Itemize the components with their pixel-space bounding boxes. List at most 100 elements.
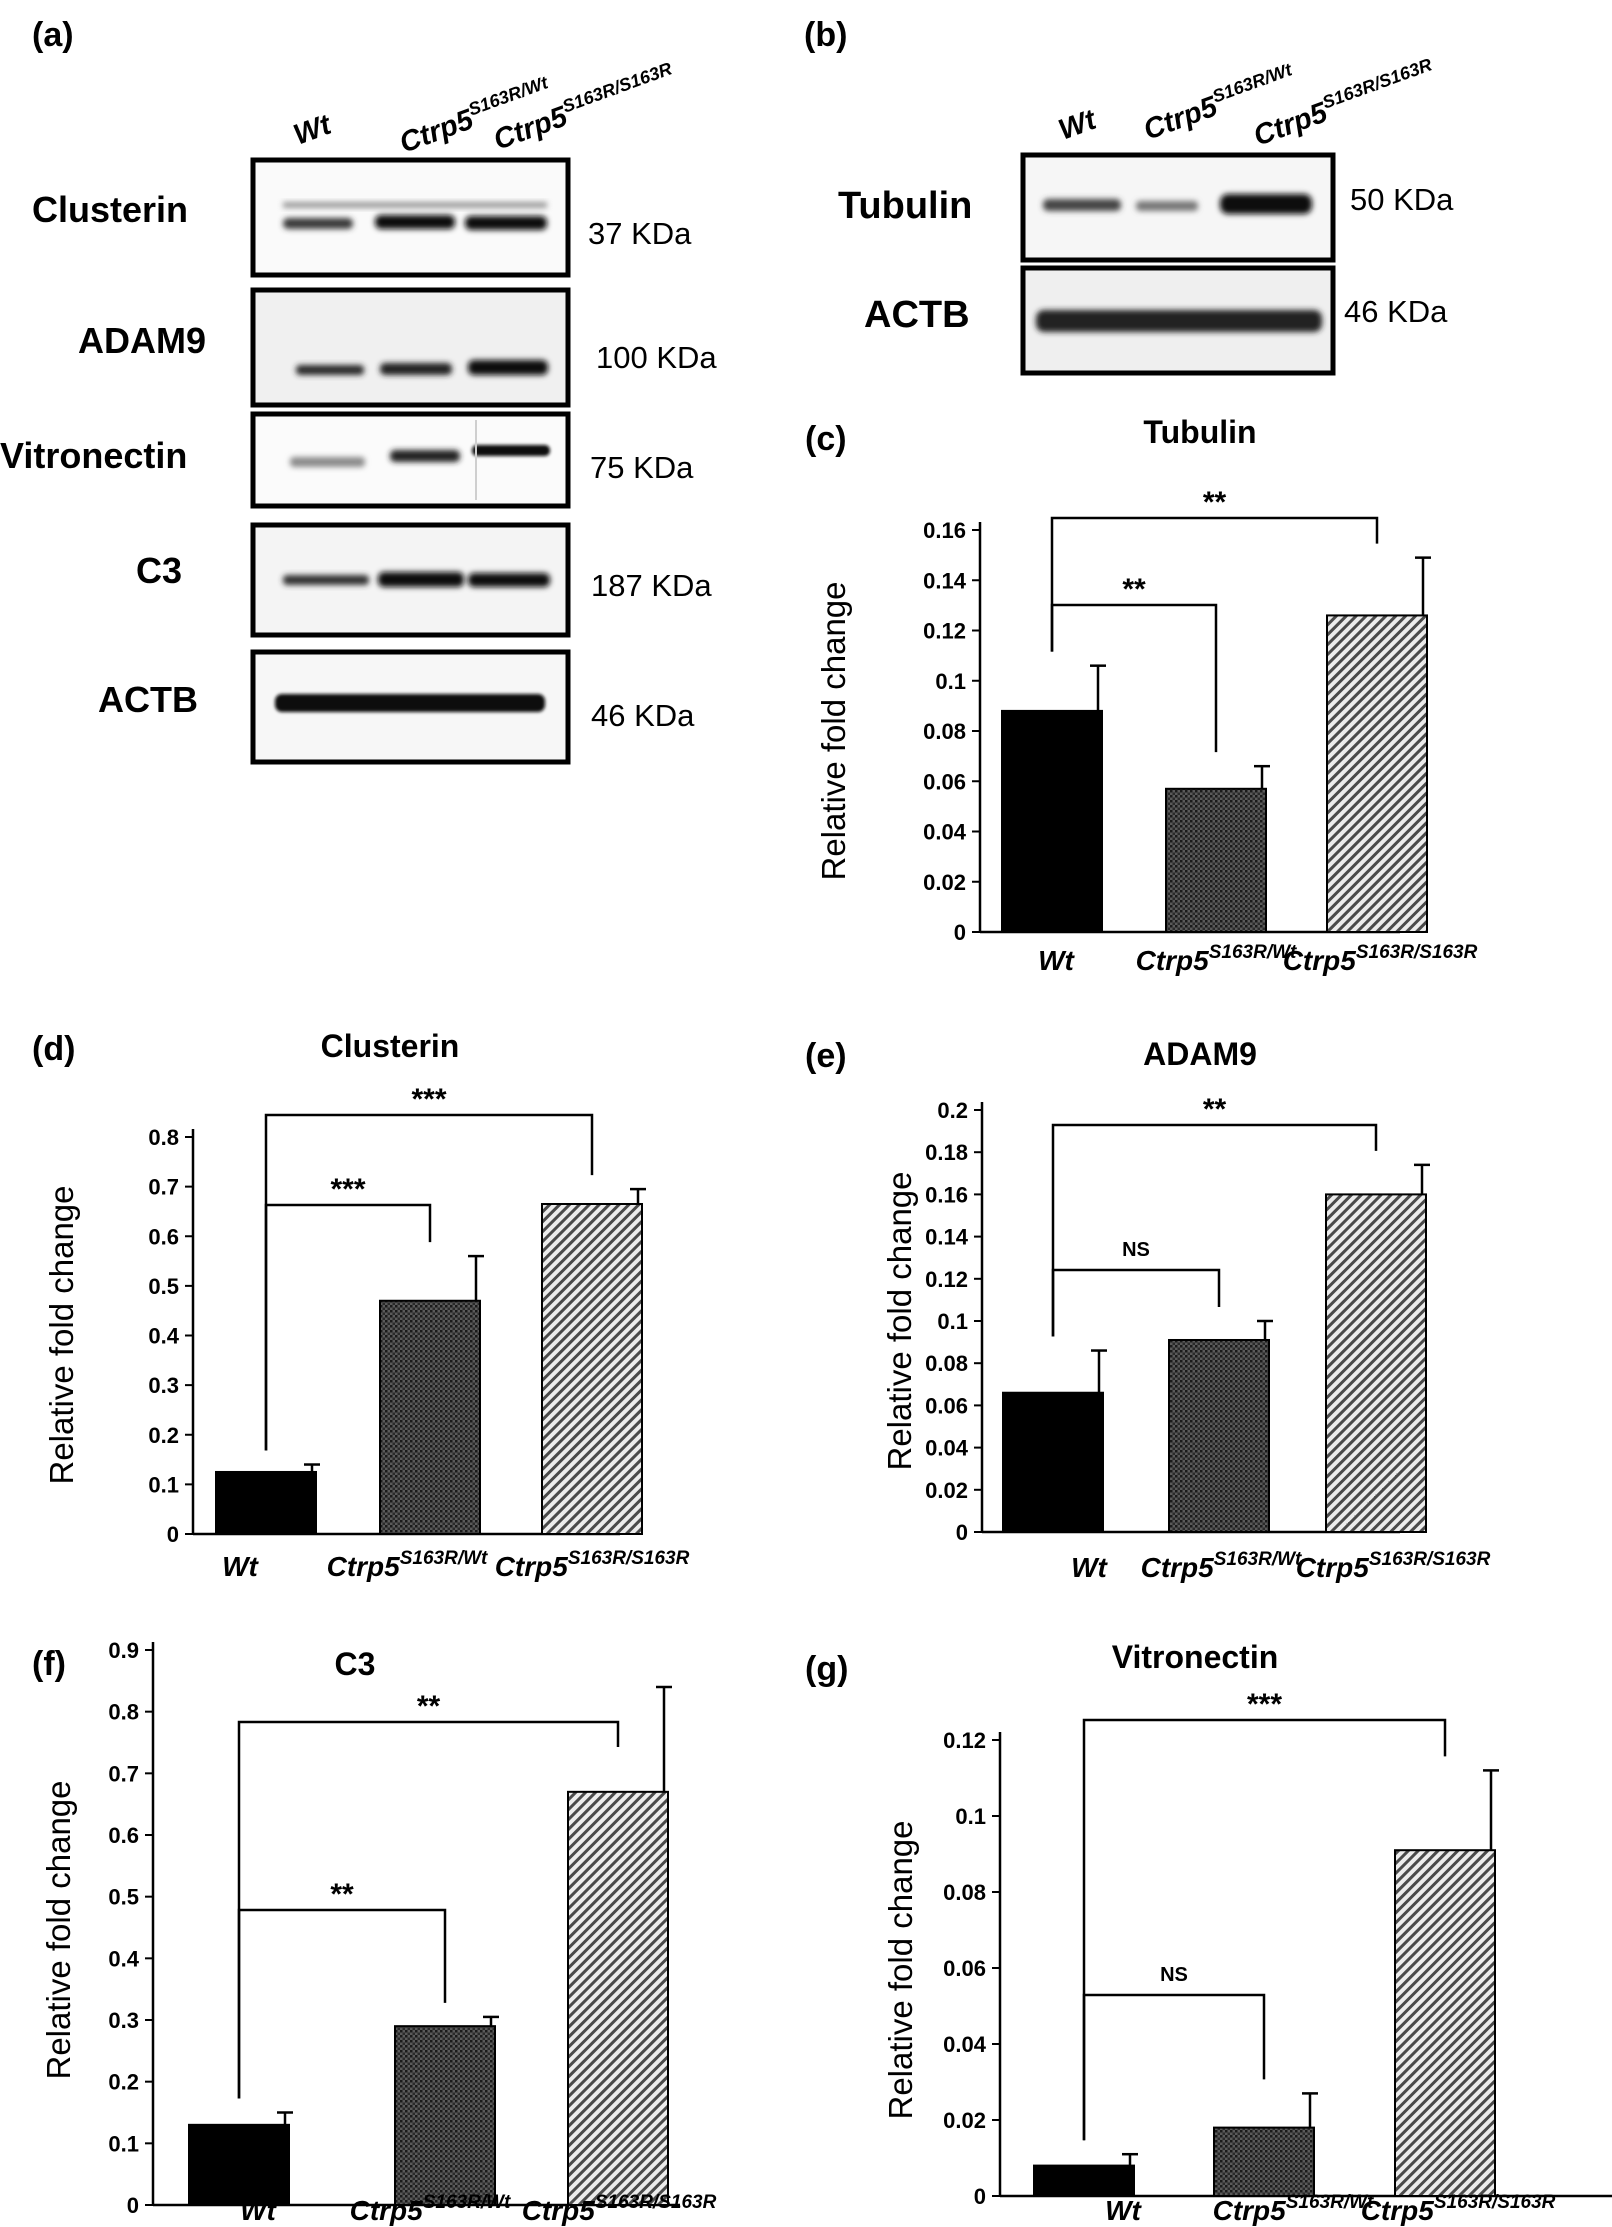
x-tick-label: Wt bbox=[222, 1551, 259, 1582]
bar bbox=[1002, 1391, 1104, 1533]
band-c3-wt bbox=[283, 575, 369, 585]
y-tick-label: 0.3 bbox=[108, 2008, 139, 2033]
y-tick-label: 0.1 bbox=[108, 2131, 139, 2156]
chart-tubulin: (c) Tubulin 0 0.02 0.04 0.06 0.08 0.1 0.12 0.14 0.… bbox=[805, 414, 1478, 976]
chart-vitronectin: (g) Vitronectin 0 0.02 0.04 0.06 0.08 0.1 0.12 Re… bbox=[805, 1639, 1612, 2226]
chart-clusterin: (d) Clusterin 0 0.1 0.2 0.3 0.4 0.5 0.6 0.7 0.8 Rel… bbox=[32, 1028, 690, 1582]
panel-label: (f) bbox=[32, 1645, 66, 1683]
panel-label: (e) bbox=[805, 1037, 847, 1075]
significance-bracket bbox=[1051, 1123, 1378, 1337]
protein-label-c3: C3 bbox=[136, 550, 182, 591]
kda-label-clusterin: 37 KDa bbox=[588, 216, 692, 251]
y-tick-label: 0.1 bbox=[937, 1309, 968, 1334]
kda-label-c3: 187 KDa bbox=[591, 568, 712, 603]
band-actb-b bbox=[1036, 310, 1322, 332]
bar bbox=[188, 2123, 290, 2206]
band-clusterin-het bbox=[375, 215, 455, 229]
x-tick-label: Ctrp5S163R/Wt bbox=[1141, 1549, 1302, 1583]
band-adam9-het bbox=[380, 363, 452, 375]
significance-label: ** bbox=[330, 1878, 354, 1911]
protein-label-vitronectin: Vitronectin bbox=[0, 435, 187, 476]
bar bbox=[394, 2025, 496, 2206]
chart-title: Clusterin bbox=[321, 1028, 460, 1064]
band-tubulin-het bbox=[1136, 201, 1198, 211]
y-tick-label: 0.3 bbox=[148, 1373, 179, 1398]
y-tick-label: 0.06 bbox=[923, 769, 966, 794]
blot-row-adam9 bbox=[250, 287, 571, 408]
y-tick-label: 0.16 bbox=[923, 518, 966, 543]
x-tick-label: Ctrp5S163R/Wt bbox=[1213, 2192, 1374, 2226]
band-tubulin-hom bbox=[1220, 194, 1312, 214]
y-tick-label: 0.16 bbox=[925, 1182, 968, 1207]
panel-label: (g) bbox=[805, 1650, 848, 1688]
y-tick-label: 0 bbox=[956, 1520, 968, 1545]
significance-label: ** bbox=[1203, 486, 1227, 519]
significance-bracket bbox=[237, 1720, 620, 2099]
y-tick-label: 0.1 bbox=[148, 1472, 179, 1497]
significance-label: ** bbox=[1203, 1093, 1227, 1126]
lane-label-b-0: Wt bbox=[1054, 103, 1101, 146]
y-tick-label: 0.06 bbox=[925, 1393, 968, 1418]
charts-layer: (c) Tubulin 0 0.02 0.04 0.06 0.08 0.1 0.12 0.14 0.… bbox=[32, 414, 1612, 2226]
bar bbox=[1326, 614, 1428, 933]
bar bbox=[379, 1299, 481, 1535]
kda-label-vitronectin: 75 KDa bbox=[590, 450, 694, 485]
x-tick-label: Ctrp5S163R/S163R bbox=[1296, 1549, 1491, 1583]
significance-label: NS bbox=[1122, 1239, 1150, 1261]
blot-panel-a: (a) Wt Ctrp5S163R/Wt Ctrp5S163R/S163R Cl… bbox=[0, 16, 717, 765]
panel-label-a: (a) bbox=[32, 16, 74, 54]
chart-adam9: (e) ADAM9 0 0.02 0.04 0.06 0.08 0.1 0.12 0.14 0.16… bbox=[805, 1036, 1491, 1583]
x-tick-label: Ctrp5S163R/S163R bbox=[522, 2192, 717, 2226]
y-tick-label: 0.1 bbox=[955, 1804, 986, 1829]
y-tick-label: 0 bbox=[127, 2193, 139, 2218]
y-tick-label: 0 bbox=[974, 2184, 986, 2209]
significance-label: *** bbox=[411, 1083, 446, 1116]
bar bbox=[1213, 2126, 1315, 2198]
band-actb-a bbox=[275, 694, 545, 712]
y-tick-label: 0.02 bbox=[923, 870, 966, 895]
y-tick-label: 0.12 bbox=[943, 1728, 986, 1753]
y-tick-label: 0.12 bbox=[925, 1267, 968, 1292]
y-axis-label: Relative fold change bbox=[43, 1185, 80, 1484]
bar bbox=[1168, 1338, 1270, 1533]
band-vitronectin-wt bbox=[290, 457, 365, 467]
y-axis-label: Relative fold change bbox=[40, 1780, 77, 2079]
protein-label-clusterin: Clusterin bbox=[32, 189, 188, 230]
significance-bracket bbox=[1051, 1268, 1221, 1337]
y-tick-label: 0.8 bbox=[108, 1700, 139, 1725]
x-tick-label: Wt bbox=[240, 2195, 277, 2226]
x-tick-label: Wt bbox=[1071, 1552, 1108, 1583]
y-tick-label: 0.02 bbox=[943, 2108, 986, 2133]
x-tick-label: Ctrp5S163R/Wt bbox=[350, 2192, 511, 2226]
band-clusterin-upper bbox=[283, 202, 547, 208]
kda-label-actb-a: 46 KDa bbox=[591, 698, 695, 733]
significance-bracket bbox=[264, 1113, 594, 1451]
protein-label-actb-a: ACTB bbox=[98, 679, 198, 720]
y-axis-label: Relative fold change bbox=[815, 581, 852, 880]
chart-title: ADAM9 bbox=[1143, 1036, 1257, 1072]
y-tick-label: 0.08 bbox=[923, 719, 966, 744]
kda-label-actb-b: 46 KDa bbox=[1344, 294, 1448, 329]
y-tick-label: 0.08 bbox=[943, 1880, 986, 1905]
bar bbox=[541, 1202, 643, 1536]
blot-panel-b: (b) Wt Ctrp5S163R/Wt Ctrp5S163R/S163R Tu… bbox=[804, 16, 1454, 376]
bar bbox=[567, 1790, 669, 2207]
band-vitronectin-het bbox=[390, 450, 460, 462]
bar bbox=[1165, 787, 1267, 933]
y-tick-label: 0.04 bbox=[943, 2032, 987, 2057]
x-tick-label: Ctrp5S163R/S163R bbox=[1283, 942, 1478, 976]
significance-label: NS bbox=[1160, 1964, 1188, 1986]
band-adam9-wt bbox=[296, 365, 364, 375]
y-tick-label: 0.9 bbox=[108, 1638, 139, 1663]
y-tick-label: 0 bbox=[167, 1522, 179, 1547]
y-tick-label: 0.02 bbox=[925, 1478, 968, 1503]
significance-bracket bbox=[1082, 1718, 1447, 2141]
chart-c3: (f) C3 0 0.1 0.2 0.3 0.4 0.5 0.6 0.7 0.8 0.9 Relativ… bbox=[32, 1638, 717, 2226]
y-tick-label: 0.2 bbox=[148, 1423, 179, 1448]
bar bbox=[1325, 1193, 1427, 1534]
y-tick-label: 0.6 bbox=[108, 1823, 139, 1848]
panel-label: (d) bbox=[32, 1030, 75, 1068]
x-tick-label: Ctrp5S163R/S163R bbox=[1361, 2192, 1556, 2226]
y-tick-label: 0.5 bbox=[108, 1885, 139, 1910]
band-vitronectin-hom bbox=[472, 445, 550, 456]
